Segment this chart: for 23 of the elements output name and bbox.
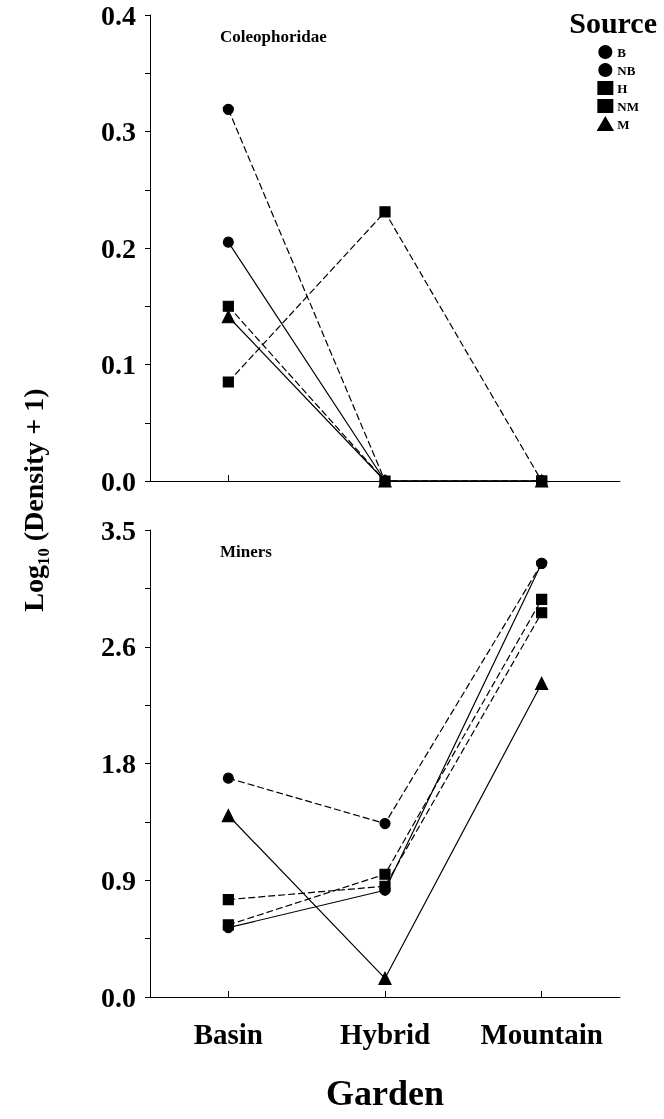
text: Coleophoridae bbox=[220, 27, 328, 46]
text: Miners bbox=[220, 542, 273, 561]
y-tick-label: 3.5 bbox=[101, 514, 136, 546]
y-tick-label: 0.0 bbox=[101, 465, 136, 497]
y-tick-label: 0.3 bbox=[101, 116, 136, 147]
y-tick-label: 1.8 bbox=[101, 748, 136, 779]
y-axis-title: Log₁₀ (Density + 1) bbox=[18, 388, 50, 612]
x-tick-label: Hybrid bbox=[339, 1017, 431, 1050]
legend-label: NB bbox=[617, 62, 636, 78]
y-tick-label: 0.4 bbox=[101, 0, 136, 31]
x-tick-label: Basin bbox=[193, 1017, 263, 1050]
y-tick-label: 0.0 bbox=[101, 981, 136, 1013]
y-tick-label: 2.6 bbox=[101, 631, 136, 663]
legend-label: B bbox=[617, 44, 627, 60]
legend-label: M bbox=[617, 116, 630, 132]
y-tick-label: 0.1 bbox=[101, 349, 136, 380]
y-tick-label: 0.2 bbox=[101, 232, 136, 264]
legend-title: Source bbox=[569, 5, 658, 39]
y-tick-label: 0.9 bbox=[101, 864, 136, 896]
legend-label: H bbox=[617, 80, 628, 96]
legend-label: NM bbox=[617, 98, 640, 114]
x-axis-title: Garden bbox=[325, 1073, 445, 1113]
x-tick-label: Mountain bbox=[480, 1017, 603, 1050]
